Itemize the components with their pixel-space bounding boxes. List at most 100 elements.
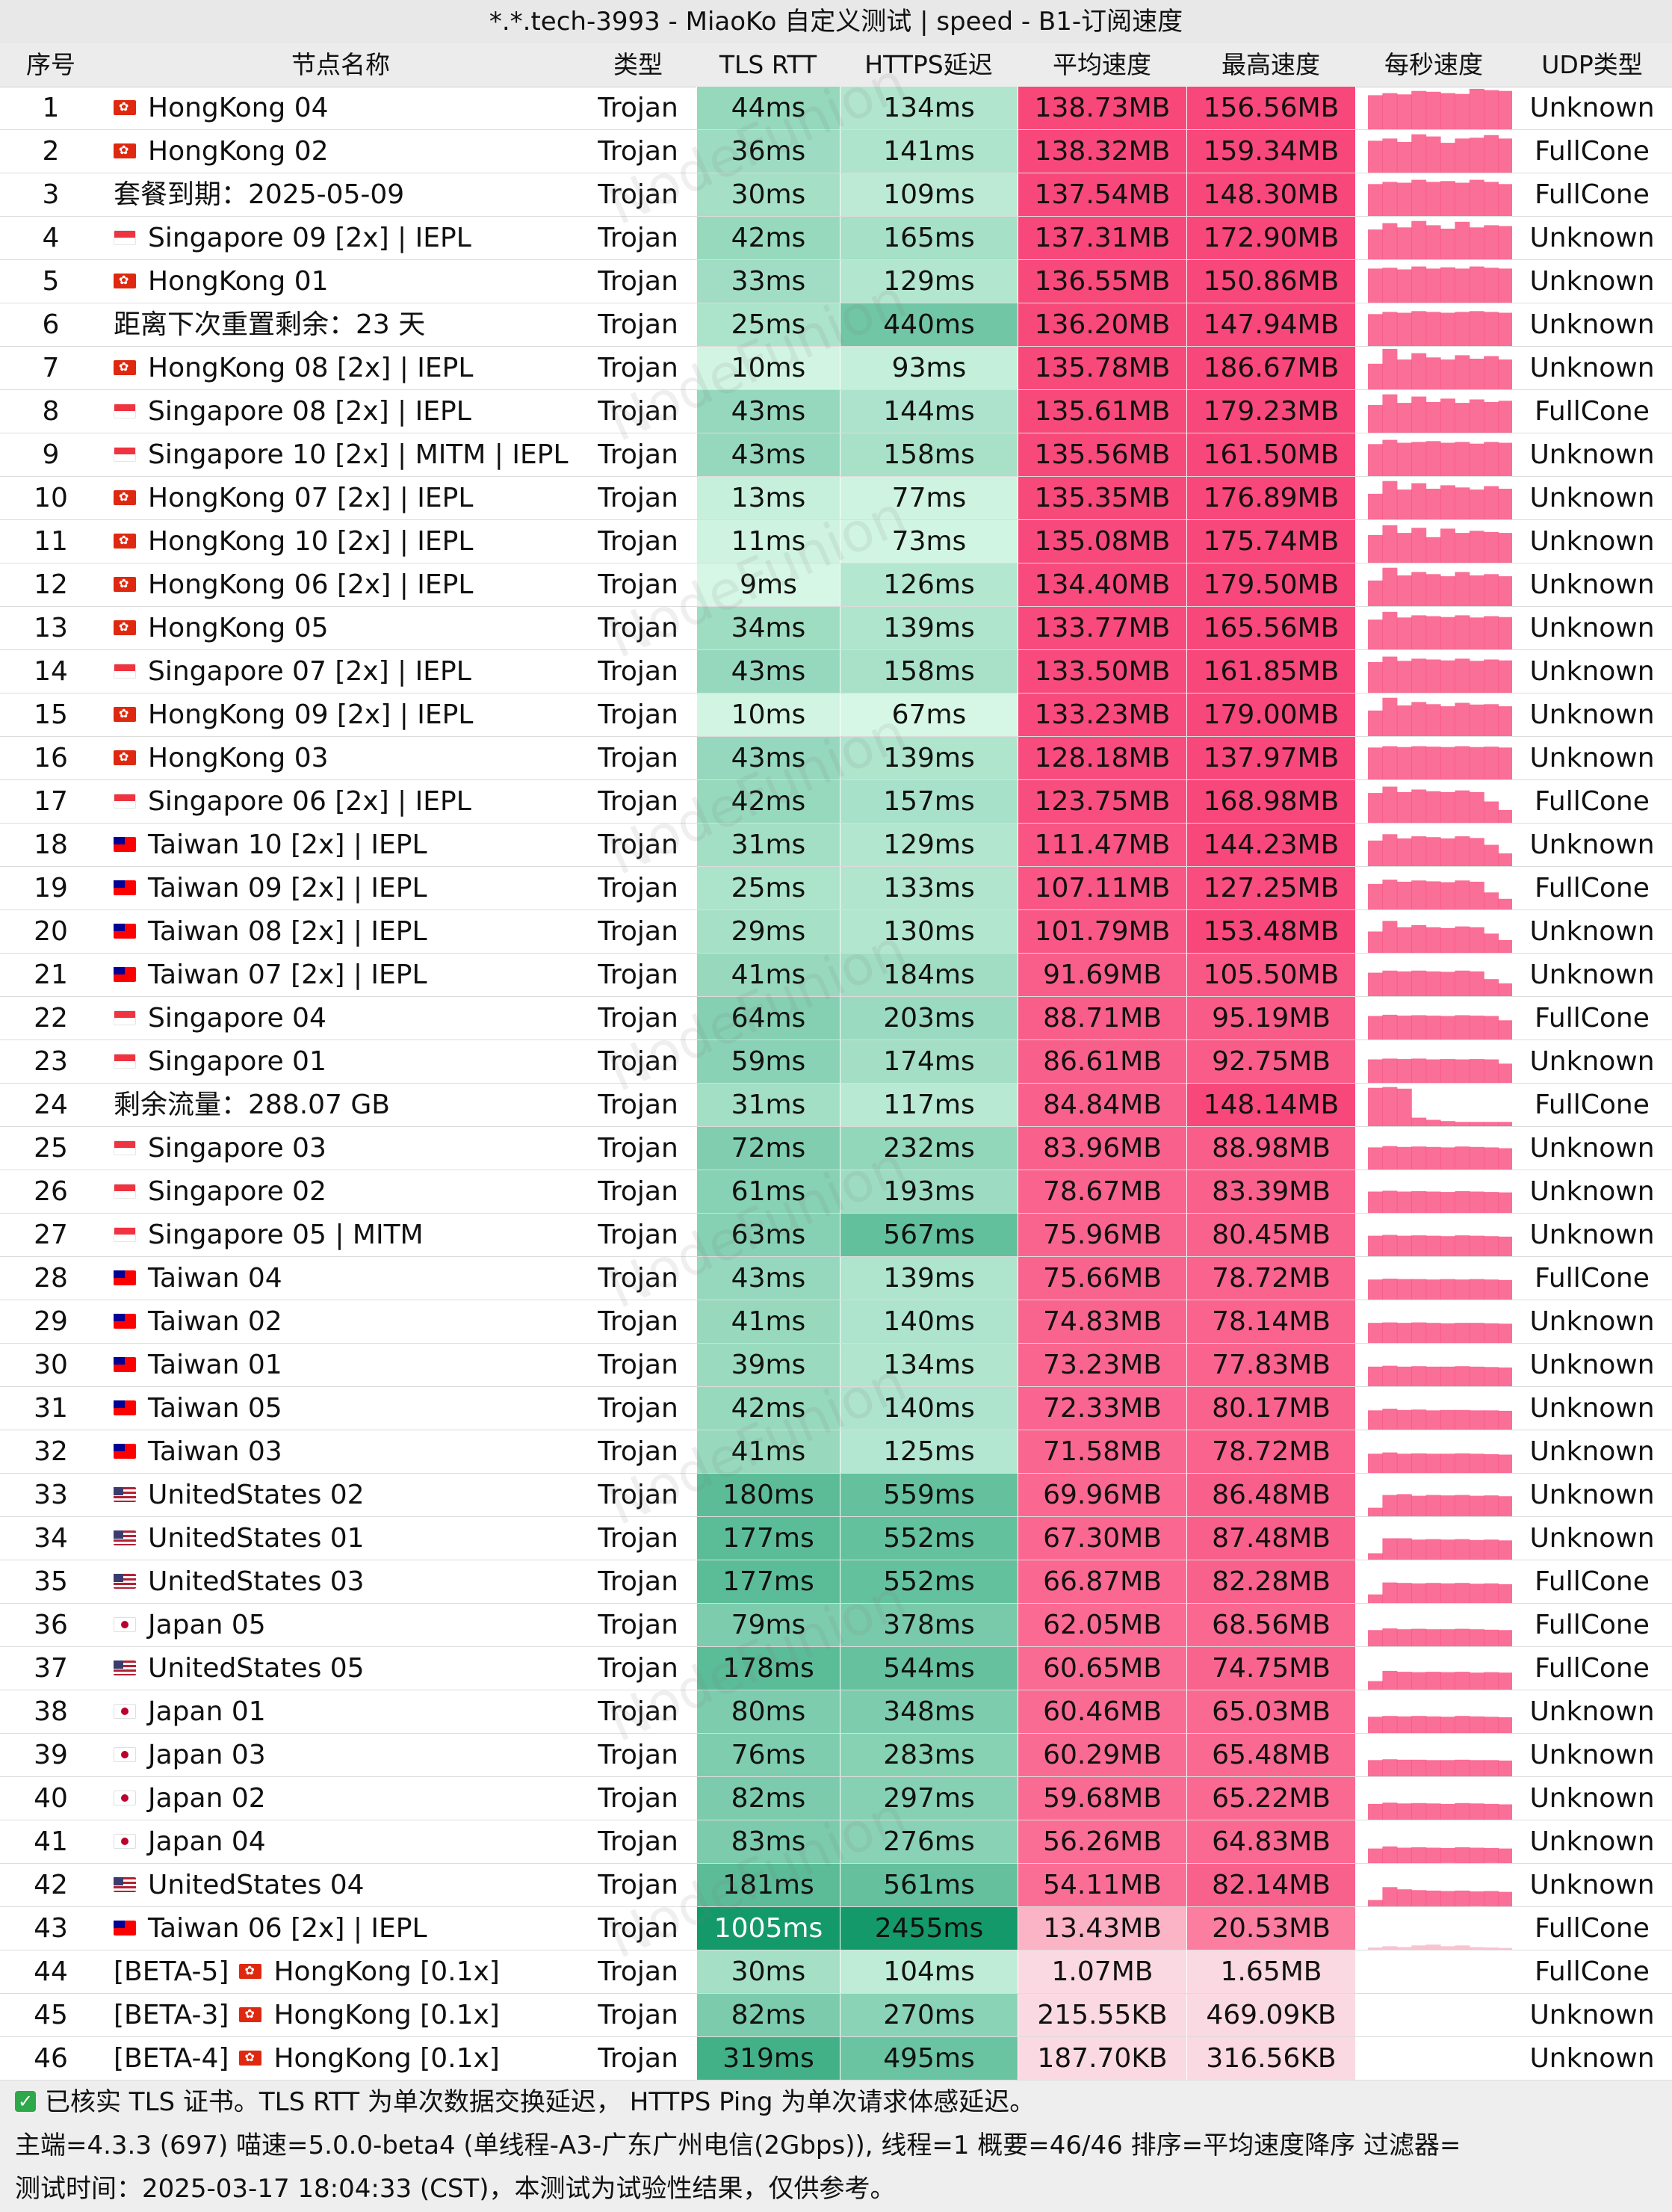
- table-row[interactable]: 23 Singapore 01 Trojan 59ms 174ms 86.61MB 92.7…: [0, 1040, 1672, 1084]
- https-latency: 544ms: [840, 1647, 1018, 1690]
- udp-type: Unknown: [1529, 2000, 1655, 2030]
- table-row[interactable]: 6 距离下次重置剩余：23 天 Trojan 25ms 440ms 136.20MB 147…: [0, 303, 1672, 347]
- sparkline-bar: [1469, 1122, 1484, 1126]
- table-row[interactable]: 40 Japan 02 Trojan 82ms 297ms 59.68MB 65.22MB U…: [0, 1777, 1672, 1820]
- table-row[interactable]: 33 UnitedStates 02 Trojan 180ms 559ms 69.96MB…: [0, 1474, 1672, 1517]
- table-row[interactable]: 45 [BETA-3] HongKong [0.1x] Trojan 82ms270ms…: [0, 1994, 1672, 2037]
- sparkline-bar: [1469, 1629, 1484, 1646]
- header-https-latency[interactable]: HTTPS延迟: [864, 50, 993, 79]
- table-row[interactable]: 25 Singapore 03 Trojan 72ms 232ms 83.96MB 88.9…: [0, 1127, 1672, 1170]
- table-row[interactable]: 8 Singapore 08 [2x] | IEPL Trojan 43ms 144ms…: [0, 390, 1672, 433]
- table-row[interactable]: 21 Taiwan 07 [2x] | IEPL Trojan 41ms 184ms 91…: [0, 954, 1672, 997]
- table-row[interactable]: 7 HongKong 08 [2x] | IEPL Trojan 10ms93ms13…: [0, 347, 1672, 390]
- sparkline-bar: [1498, 1410, 1512, 1430]
- header-per-second[interactable]: 每秒速度: [1384, 50, 1483, 79]
- table-row[interactable]: 38 Japan 01 Trojan 80ms 348ms 60.46MB 65.03MB U…: [0, 1690, 1672, 1734]
- table-row[interactable]: 28 Taiwan 04 Trojan 43ms 139ms 75.66MB 78.72MB…: [0, 1257, 1672, 1300]
- sparkline-bar: [1498, 1063, 1512, 1083]
- table-row[interactable]: 37 UnitedStates 05 Trojan 178ms 544ms 60.65MB…: [0, 1647, 1672, 1690]
- table-row[interactable]: 29 Taiwan 02 Trojan 41ms 140ms 74.83MB 78.14MB…: [0, 1300, 1672, 1344]
- sparkline-bar: [1368, 1147, 1383, 1170]
- sparkline-bar: [1425, 402, 1441, 433]
- sparkline-bar: [1368, 1087, 1383, 1126]
- sparkline-bar: [1469, 1760, 1484, 1776]
- table-row[interactable]: 35 UnitedStates 03 Trojan 177ms 552ms 66.87MB…: [0, 1560, 1672, 1604]
- sparkline-bar: [1498, 1496, 1512, 1516]
- table-row[interactable]: 1 HongKong 04 Trojan 44ms134ms138.73MB156.5…: [0, 87, 1672, 130]
- table-row[interactable]: 44 [BETA-5] HongKong [0.1x] Trojan 30ms104ms…: [0, 1950, 1672, 1994]
- speed-sparkline: [1355, 910, 1512, 953]
- node-type: Trojan: [598, 223, 678, 253]
- table-row[interactable]: 32 Taiwan 03 Trojan 41ms 125ms 71.58MB 78.72MB…: [0, 1430, 1672, 1474]
- avg-speed: 71.58MB: [1018, 1430, 1186, 1473]
- sparkline-bar: [1396, 1672, 1412, 1690]
- header-max-speed[interactable]: 最高速度: [1222, 50, 1320, 79]
- speed-sparkline: [1355, 1040, 1512, 1083]
- sparkline-bar: [1484, 1629, 1499, 1646]
- table-row[interactable]: 11HongKong 10 [2x] | IEPLTrojan11ms73ms1…: [0, 520, 1672, 563]
- https-latency: 104ms: [840, 1950, 1018, 1993]
- table-row[interactable]: 4 Singapore 09 [2x] | IEPL Trojan 42ms 165ms…: [0, 217, 1672, 260]
- sparkline-bar: [1469, 1803, 1484, 1820]
- table-row[interactable]: 22 Singapore 04 Trojan 64ms 203ms 88.71MB 95.1…: [0, 997, 1672, 1040]
- max-speed: 148.30MB: [1186, 173, 1355, 216]
- table-row[interactable]: 24 剩余流量：288.07 GB Trojan 31ms 117ms 84.84MB 14…: [0, 1084, 1672, 1127]
- sparkline-bar: [1411, 658, 1427, 693]
- table-row[interactable]: 2 HongKong 02 Trojan 36ms141ms138.32MB159.3…: [0, 130, 1672, 173]
- header-tls-rtt[interactable]: TLS RTT: [719, 50, 817, 79]
- node-name: Singapore 08 [2x] | IEPL: [102, 390, 580, 433]
- table-row[interactable]: 10HongKong 07 [2x] | IEPLTrojan13ms77ms1…: [0, 477, 1672, 520]
- node-name: Taiwan 03: [102, 1430, 580, 1473]
- sparkline-bar: [1382, 1538, 1398, 1560]
- table-row[interactable]: 13 HongKong 05 Trojan 34ms139ms133.77MB165.…: [0, 607, 1672, 650]
- table-row[interactable]: 20 Taiwan 08 [2x] | IEPL Trojan 29ms 130ms 10…: [0, 910, 1672, 954]
- node-name: Singapore 06 [2x] | IEPL: [102, 780, 580, 823]
- sparkline-bar: [1382, 1759, 1398, 1776]
- table-row[interactable]: 5 HongKong 01 Trojan 33ms129ms136.55MB150.8…: [0, 260, 1672, 303]
- table-row[interactable]: 30 Taiwan 01 Trojan 39ms 134ms 73.23MB 77.83MB…: [0, 1344, 1672, 1387]
- sparkline-bar: [1411, 1716, 1427, 1733]
- sparkline-bar: [1440, 1539, 1455, 1560]
- tls-rtt: 11ms: [696, 520, 840, 563]
- table-row[interactable]: 9 Singapore 10 [2x] | MITM | IEPL Trojan 43…: [0, 433, 1672, 477]
- avg-speed: 59.68MB: [1018, 1777, 1186, 1820]
- table-row[interactable]: 26 Singapore 02 Trojan 61ms 193ms 78.67MB 83.3…: [0, 1170, 1672, 1214]
- table-row[interactable]: 12HongKong 06 [2x] | IEPLTrojan9ms126ms1…: [0, 563, 1672, 607]
- node-type: Trojan: [598, 136, 678, 167]
- sparkline-bar: [1498, 1760, 1512, 1776]
- table-row[interactable]: 16 HongKong 03 Trojan 43ms139ms128.18MB137.…: [0, 737, 1672, 780]
- table-row[interactable]: 27 Singapore 05 | MITM Trojan 63ms 567ms 75.9…: [0, 1214, 1672, 1257]
- node-name-text: HongKong 08 [2x] | IEPL: [148, 353, 474, 383]
- header-avg-speed[interactable]: 平均速度: [1053, 50, 1151, 79]
- table-row[interactable]: 43 Taiwan 06 [2x] | IEPL Trojan 1005ms 2455m…: [0, 1907, 1672, 1950]
- speed-sparkline: [1355, 130, 1512, 173]
- header-index[interactable]: 序号: [26, 50, 75, 79]
- row-index: 8: [42, 396, 60, 427]
- table-row[interactable]: 34 UnitedStates 01 Trojan 177ms 552ms 67.30MB…: [0, 1517, 1672, 1560]
- table-row[interactable]: 36 Japan 05 Trojan 79ms 378ms 62.05MB 68.56MB F…: [0, 1604, 1672, 1647]
- table-row[interactable]: 31 Taiwan 05 Trojan 42ms 140ms 72.33MB 80.17MB…: [0, 1387, 1672, 1430]
- table-row[interactable]: 14 Singapore 07 [2x] | IEPL Trojan 43ms 158m…: [0, 650, 1672, 693]
- speed-sparkline: [1355, 1734, 1512, 1776]
- header-type[interactable]: 类型: [613, 50, 663, 79]
- table-row[interactable]: 17 Singapore 06 [2x] | IEPL Trojan 42ms 157m…: [0, 780, 1672, 824]
- table-row[interactable]: 39 Japan 03 Trojan 76ms 283ms 60.29MB 65.48MB U…: [0, 1734, 1672, 1777]
- sparkline-bar: [1469, 1410, 1484, 1430]
- sparkline-bar: [1440, 660, 1455, 693]
- sparkline-bar: [1382, 656, 1398, 693]
- table-row[interactable]: 46 [BETA-4] HongKong [0.1x] Trojan 319ms495m…: [0, 2037, 1672, 2080]
- sparkline-bar: [1498, 660, 1512, 693]
- header-node-name[interactable]: 节点名称: [291, 50, 390, 79]
- footer-note: ✓ 已核实 TLS 证书。TLS RTT 为单次数据交换延迟， HTTPS Pin…: [15, 2080, 1035, 2124]
- table-row[interactable]: 18 Taiwan 10 [2x] | IEPL Trojan 31ms 129ms 11…: [0, 824, 1672, 867]
- header-udp-type[interactable]: UDP类型: [1541, 50, 1643, 79]
- table-row[interactable]: 19 Taiwan 09 [2x] | IEPL Trojan 25ms 133ms 10…: [0, 867, 1672, 910]
- table-row[interactable]: 42 UnitedStates 04 Trojan 181ms 561ms 54.11MB…: [0, 1864, 1672, 1907]
- table-row[interactable]: 41 Japan 04 Trojan 83ms 276ms 56.26MB 64.83MB U…: [0, 1820, 1672, 1864]
- table-row[interactable]: 3 套餐到期：2025-05-09 Trojan 30ms 109ms 137.54MB 1…: [0, 173, 1672, 217]
- sparkline-bar: [1469, 747, 1484, 779]
- flag-jp-icon: [114, 1617, 136, 1632]
- sparkline-bar: [1396, 142, 1412, 173]
- udp-type: Unknown: [1529, 1436, 1655, 1467]
- table-row[interactable]: 15HongKong 09 [2x] | IEPLTrojan10ms67ms1…: [0, 693, 1672, 737]
